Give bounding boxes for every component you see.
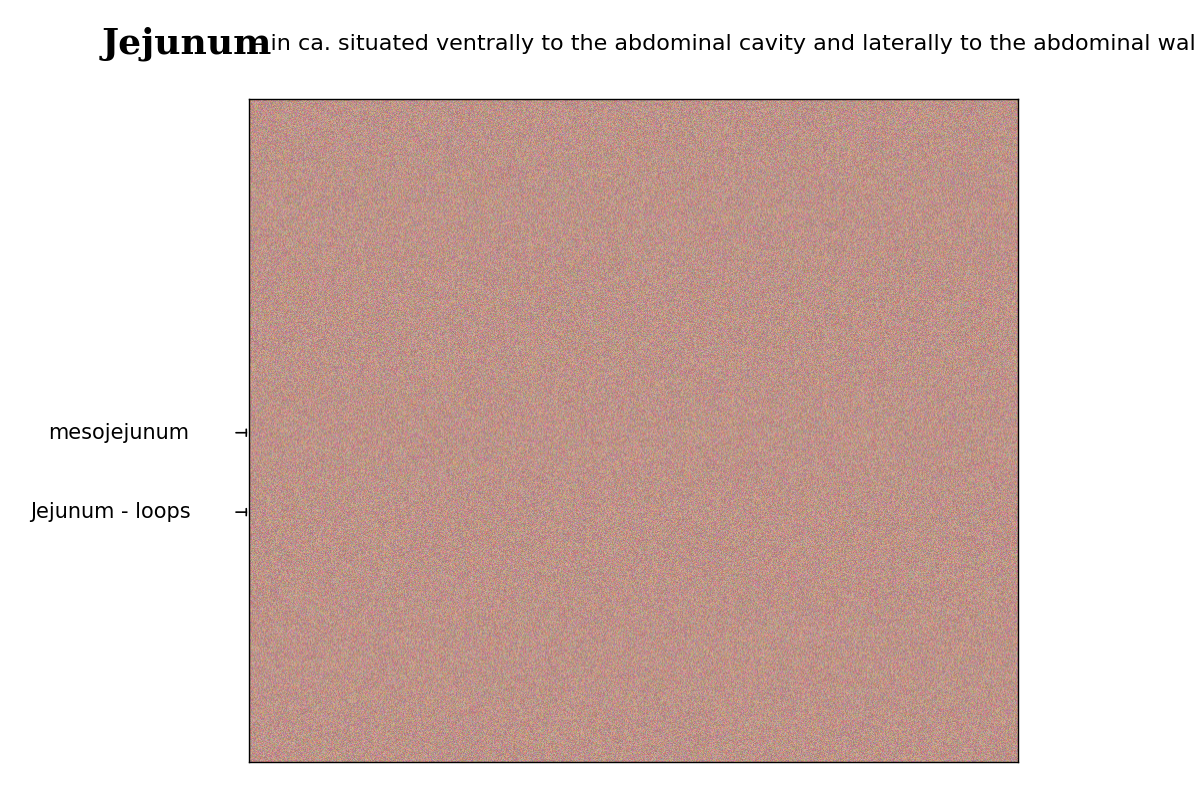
Text: mesojejunum: mesojejunum — [48, 422, 189, 443]
Text: Jejunum: Jejunum — [102, 26, 271, 61]
Text: – in ca. situated ventrally to the abdominal cavity and laterally to the abdomin: – in ca. situated ventrally to the abdom… — [245, 33, 1196, 54]
Text: Jejunum - loops: Jejunum - loops — [30, 502, 190, 522]
